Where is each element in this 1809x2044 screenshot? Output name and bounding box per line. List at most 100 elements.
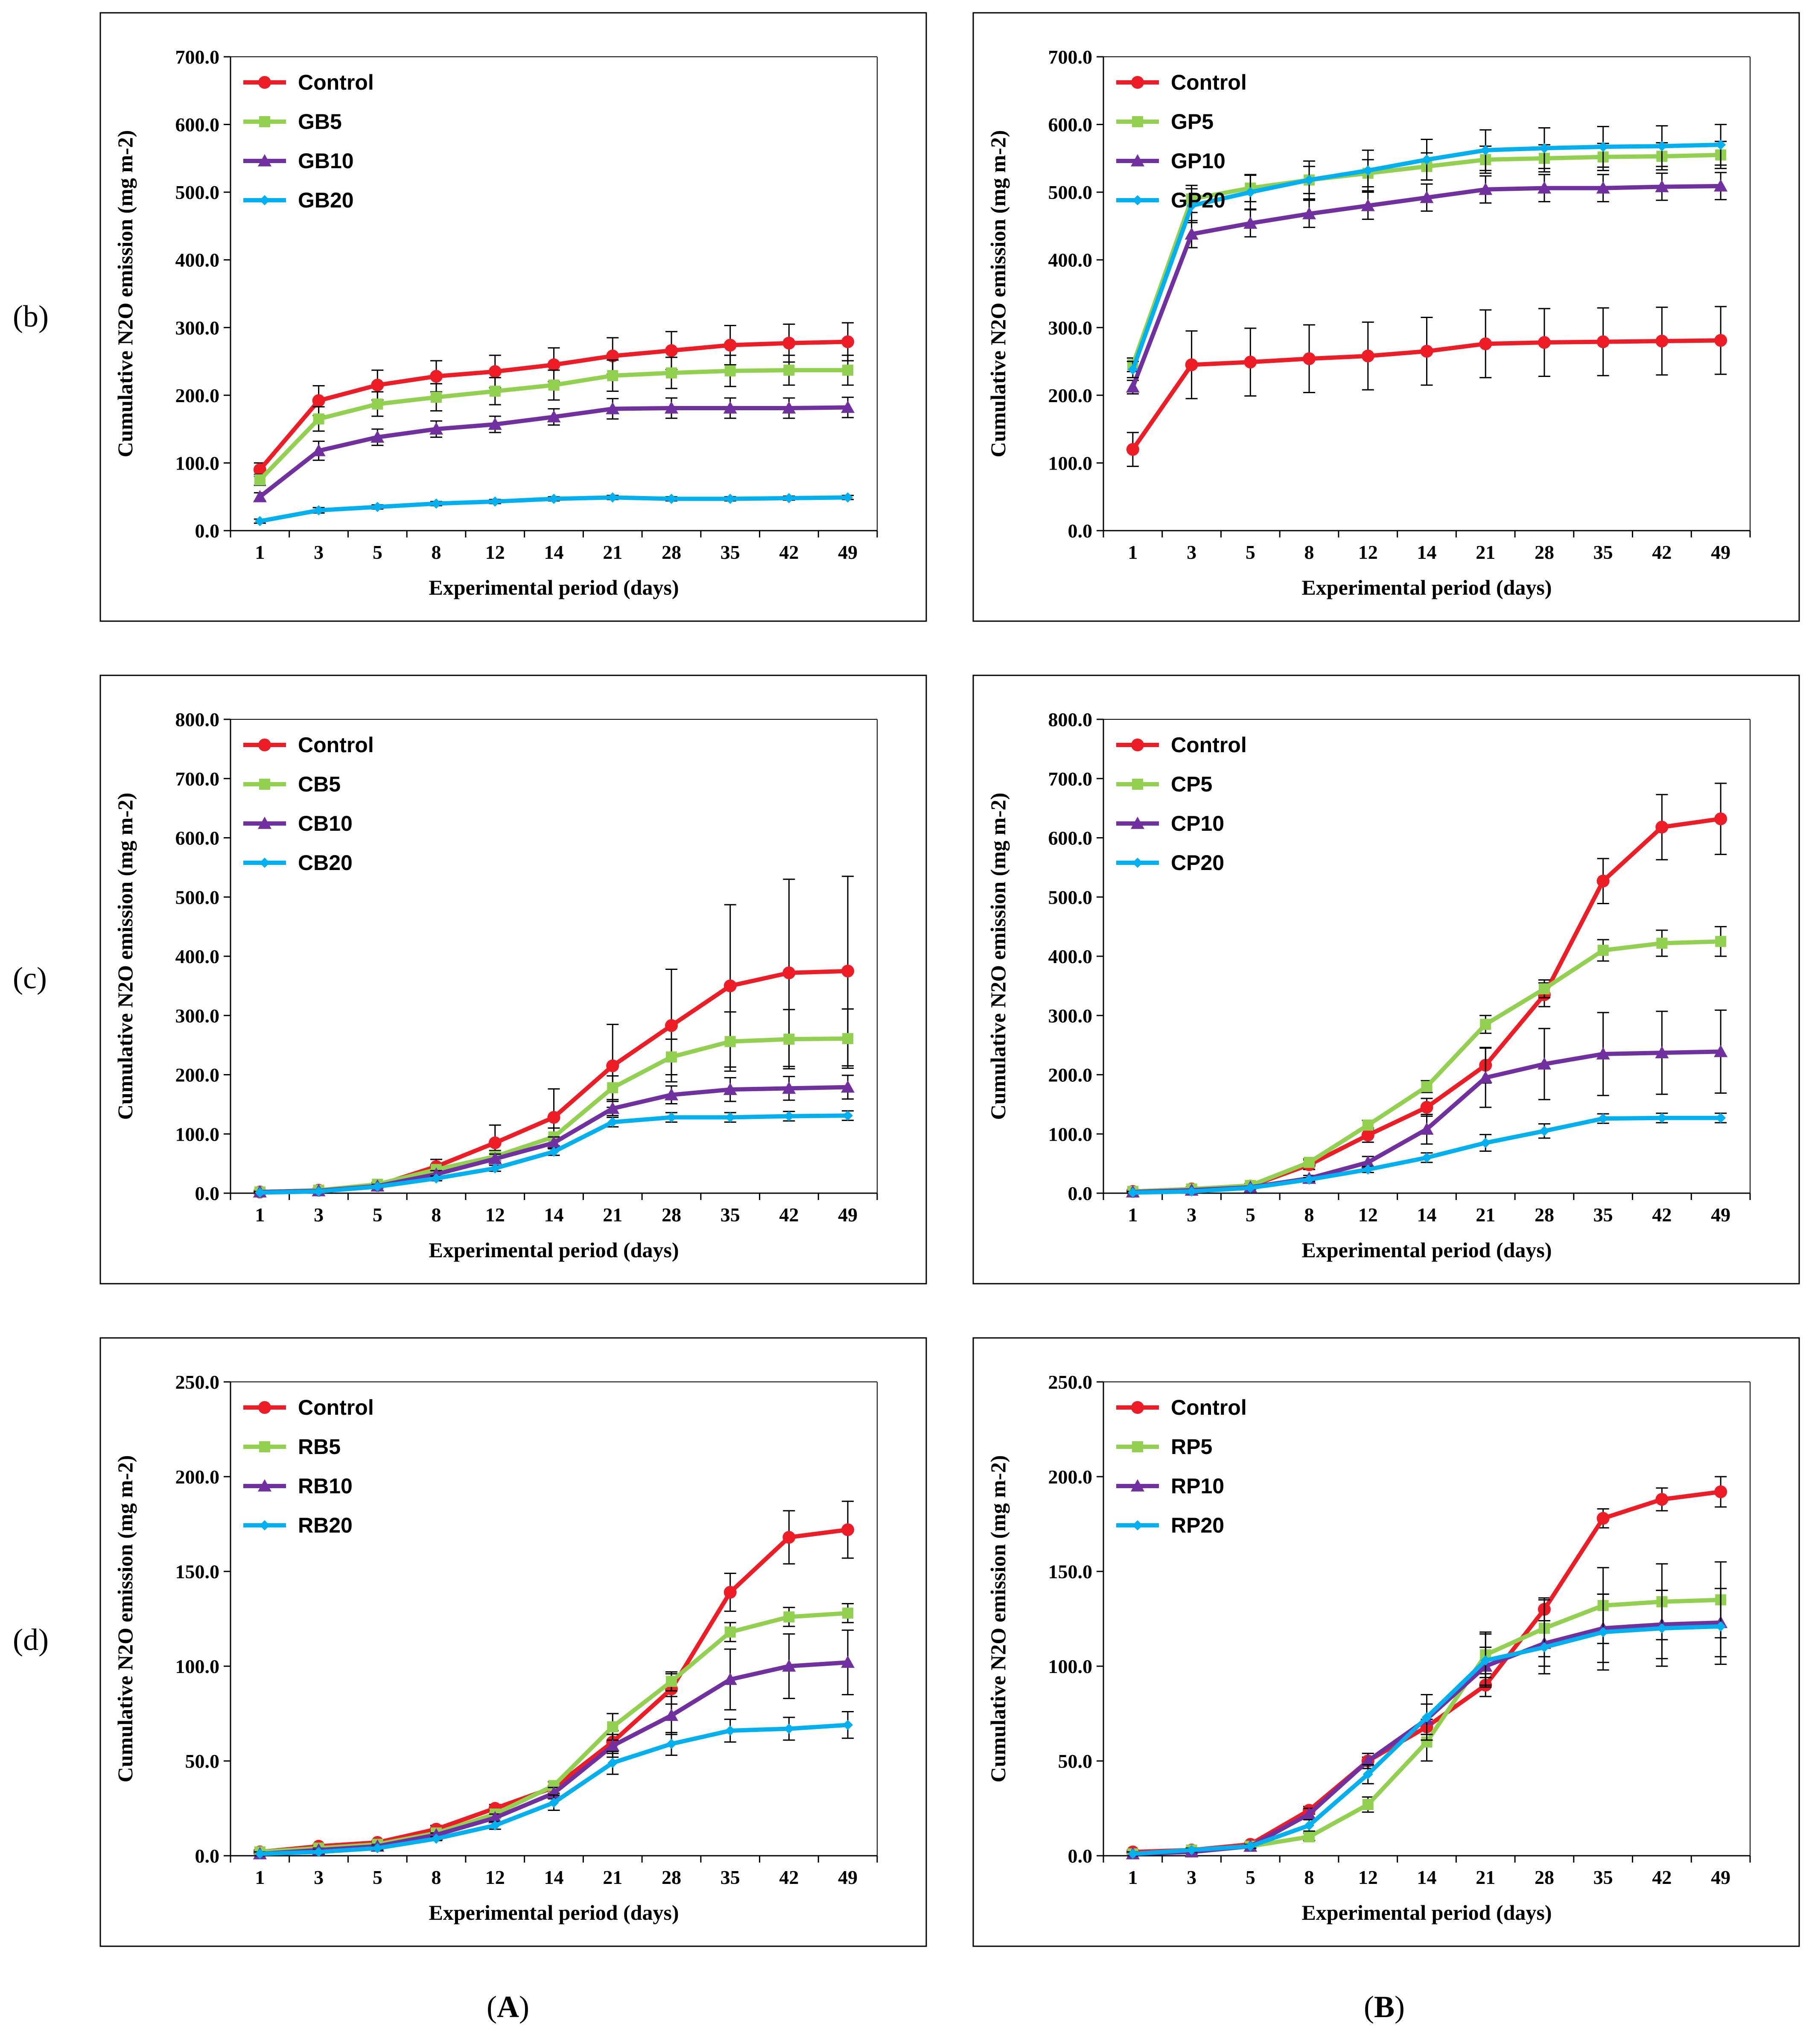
y-tick-label: 0.0 [195, 1845, 220, 1867]
series-GB20 [254, 492, 854, 526]
y-axis-label: Cumulative N2O emission (mg m-2) [986, 793, 1010, 1120]
legend-label: GP10 [1171, 149, 1225, 173]
data-point [1421, 1152, 1432, 1163]
data-point [1304, 1174, 1315, 1185]
data-point [1598, 1627, 1608, 1638]
x-tick-label: 28 [1535, 1866, 1554, 1888]
data-point [1362, 1119, 1374, 1131]
x-tick-label: 21 [603, 1866, 622, 1888]
data-point [371, 430, 385, 443]
data-point [843, 1720, 853, 1730]
x-tick-label: 28 [662, 1204, 681, 1226]
x-tick-label: 8 [1304, 541, 1314, 563]
x-tick-label: 3 [314, 541, 324, 563]
data-point [1245, 187, 1256, 198]
data-point [253, 490, 267, 502]
x-tick-label: 3 [314, 1204, 324, 1226]
x-tick-label: 49 [1711, 1204, 1730, 1226]
data-point [549, 1797, 559, 1808]
y-tick-label: 100.0 [175, 1656, 220, 1677]
x-tick-label: 1 [255, 541, 265, 563]
legend-entry: Control [243, 70, 374, 94]
data-point [431, 1173, 442, 1184]
legend-marker [258, 1401, 271, 1414]
data-point [1715, 936, 1727, 947]
y-tick-label: 400.0 [1048, 249, 1093, 271]
data-point [254, 1848, 265, 1859]
data-point [1303, 352, 1316, 365]
y-tick-label: 700.0 [175, 768, 220, 790]
legend-label: RP5 [1171, 1435, 1212, 1459]
data-point [1363, 1769, 1373, 1780]
data-point [1362, 1799, 1374, 1810]
data-point [665, 344, 678, 357]
legend-label: GB10 [298, 149, 354, 173]
y-tick-label: 600.0 [1048, 827, 1093, 849]
y-tick-label: 0.0 [195, 1183, 220, 1204]
data-point [1598, 141, 1608, 152]
y-tick-label: 300.0 [1048, 317, 1093, 339]
x-tick-label: 12 [485, 1866, 505, 1888]
data-point [1243, 216, 1258, 229]
data-point [607, 1721, 619, 1733]
legend-label: Control [298, 733, 374, 757]
column-label-a-letter: A [496, 1990, 519, 2024]
data-point [313, 1186, 324, 1197]
data-point [1186, 1845, 1197, 1855]
y-tick-label: 50.0 [1058, 1750, 1093, 1772]
y-tick-label: 300.0 [175, 317, 220, 339]
data-point [665, 1676, 677, 1687]
x-tick-label: 14 [1417, 1204, 1437, 1226]
panel-frame [99, 1337, 927, 1947]
data-point [313, 413, 324, 425]
data-point [1597, 945, 1609, 956]
x-tick-label: 35 [721, 1866, 740, 1888]
series-GB10 [253, 397, 855, 502]
data-point [1420, 1122, 1434, 1135]
data-point [725, 1112, 735, 1123]
y-tick-label: 100.0 [1048, 1123, 1093, 1145]
x-tick-label: 5 [373, 1204, 382, 1226]
data-point [313, 1847, 324, 1857]
data-point [1657, 1623, 1667, 1634]
y-tick-label: 0.0 [1068, 1183, 1093, 1204]
legend-marker [258, 739, 271, 751]
legend-marker [260, 195, 270, 205]
series-CP20 [1126, 1113, 1727, 1198]
y-tick-label: 0.0 [1068, 1845, 1093, 1867]
data-point [490, 1163, 500, 1174]
data-point [1420, 1101, 1433, 1114]
x-tick-label: 3 [314, 1866, 324, 1888]
data-point [1304, 175, 1315, 185]
data-point [723, 1083, 737, 1095]
data-point [1186, 200, 1197, 211]
panel-frame [99, 675, 927, 1285]
x-tick-label: 5 [1246, 1204, 1255, 1226]
x-tick-label: 12 [1358, 541, 1378, 563]
data-point [1186, 1186, 1197, 1197]
legend-label: RB20 [298, 1513, 353, 1537]
data-point [1245, 1841, 1256, 1851]
data-point [782, 336, 796, 350]
legend-entry: CP5 [1116, 772, 1212, 796]
legend-label: Control [1171, 733, 1247, 757]
data-point [1655, 821, 1669, 834]
x-tick-label: 3 [1187, 1204, 1196, 1226]
data-point [430, 370, 443, 383]
data-point [547, 1111, 560, 1124]
legend-marker [259, 1441, 270, 1452]
data-point [253, 463, 266, 476]
series-RP20 [1126, 1588, 1727, 1859]
y-tick-label: 500.0 [175, 181, 220, 203]
x-tick-label: 21 [1476, 1204, 1495, 1226]
data-point [724, 339, 737, 352]
y-tick-label: 250.0 [1048, 1371, 1093, 1393]
data-point [1714, 334, 1727, 347]
y-tick-label: 500.0 [175, 886, 220, 908]
x-tick-label: 49 [838, 1866, 858, 1888]
legend-entry: GB20 [243, 188, 354, 212]
data-point [782, 401, 796, 414]
y-tick-label: 500.0 [1048, 886, 1093, 908]
data-point [1361, 1129, 1374, 1142]
